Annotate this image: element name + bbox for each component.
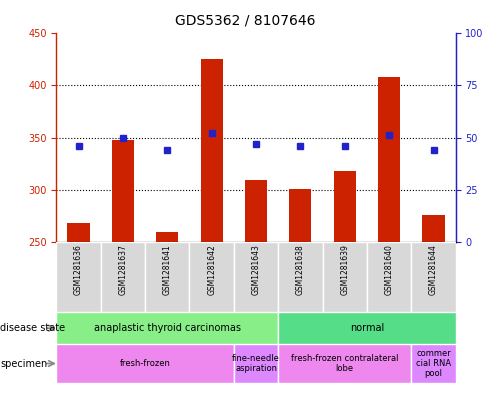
Text: GSM1281643: GSM1281643	[251, 244, 261, 295]
Bar	[234, 344, 278, 383]
Bar	[367, 242, 411, 312]
Bar	[245, 180, 267, 242]
Bar	[156, 232, 178, 242]
Bar	[322, 242, 367, 312]
Text: specimen: specimen	[0, 358, 48, 369]
Bar	[411, 344, 456, 383]
Text: GSM1281636: GSM1281636	[74, 244, 83, 295]
Bar	[278, 344, 411, 383]
Bar	[378, 77, 400, 242]
Text: normal: normal	[350, 323, 384, 333]
Bar	[334, 171, 356, 242]
Text: fresh-frozen: fresh-frozen	[120, 359, 171, 368]
Text: GSM1281641: GSM1281641	[163, 244, 172, 295]
Bar	[278, 312, 456, 344]
Text: commer
cial RNA
pool: commer cial RNA pool	[416, 349, 451, 378]
Text: GSM1281642: GSM1281642	[207, 244, 216, 295]
Bar	[200, 59, 223, 242]
Text: GDS5362 / 8107646: GDS5362 / 8107646	[175, 14, 315, 28]
Text: GSM1281637: GSM1281637	[119, 244, 127, 295]
Bar	[289, 189, 312, 242]
Bar	[190, 242, 234, 312]
Bar	[422, 215, 444, 242]
Text: GSM1281644: GSM1281644	[429, 244, 438, 295]
Bar	[145, 242, 190, 312]
Bar	[56, 242, 101, 312]
Bar	[112, 140, 134, 242]
Text: GSM1281640: GSM1281640	[385, 244, 393, 295]
Bar	[278, 242, 322, 312]
Bar	[56, 312, 278, 344]
Text: fine-needle
aspiration: fine-needle aspiration	[232, 354, 280, 373]
Bar	[101, 242, 145, 312]
Text: anaplastic thyroid carcinomas: anaplastic thyroid carcinomas	[94, 323, 241, 333]
Bar	[411, 242, 456, 312]
Bar	[234, 242, 278, 312]
Text: disease state: disease state	[0, 323, 66, 333]
Bar	[68, 223, 90, 242]
Text: GSM1281638: GSM1281638	[296, 244, 305, 295]
Text: GSM1281639: GSM1281639	[340, 244, 349, 295]
Text: fresh-frozen contralateral
lobe: fresh-frozen contralateral lobe	[291, 354, 398, 373]
Bar	[56, 344, 234, 383]
